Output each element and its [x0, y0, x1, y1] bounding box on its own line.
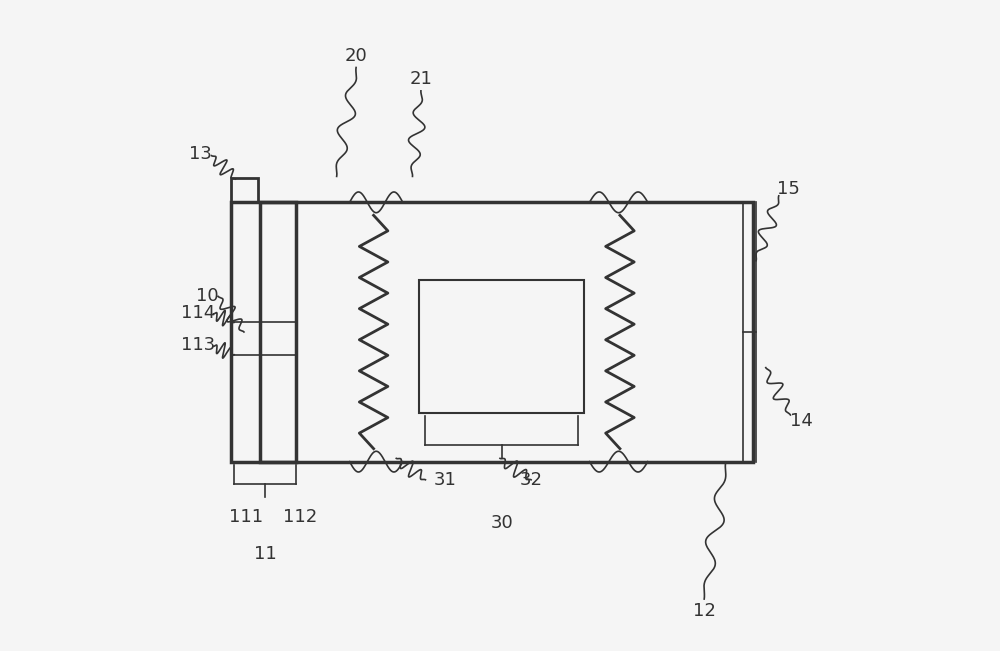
Text: 11: 11: [254, 545, 276, 562]
Bar: [419, 280, 584, 413]
Text: 113: 113: [181, 336, 215, 354]
Text: 15: 15: [777, 180, 800, 199]
Text: 13: 13: [189, 145, 212, 163]
Text: 20: 20: [345, 48, 367, 66]
Text: 30: 30: [490, 514, 513, 533]
Bar: [260, 202, 753, 462]
Text: 14: 14: [790, 413, 813, 430]
Text: 31: 31: [433, 471, 456, 489]
Text: 12: 12: [693, 602, 716, 620]
Text: 32: 32: [520, 471, 543, 489]
Bar: [231, 202, 296, 462]
Text: 114: 114: [181, 303, 215, 322]
Text: 10: 10: [196, 287, 218, 305]
Text: 112: 112: [283, 508, 317, 526]
Bar: [231, 178, 258, 202]
Text: 21: 21: [409, 70, 432, 88]
Text: 111: 111: [229, 508, 263, 526]
